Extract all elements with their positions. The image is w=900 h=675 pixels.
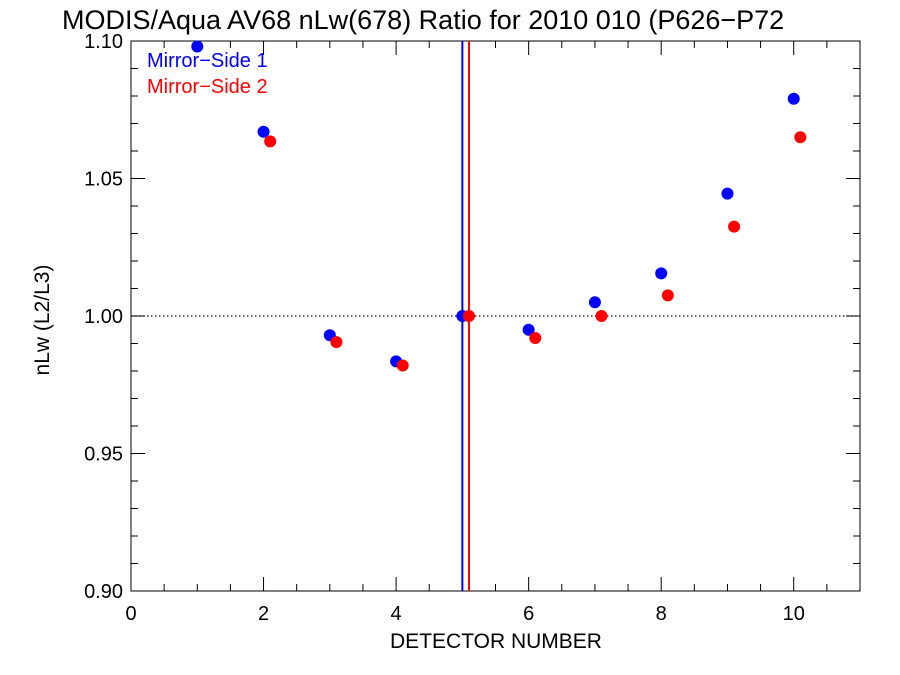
point-mirror-side-2 bbox=[330, 336, 343, 349]
x-tick-label: 10 bbox=[783, 603, 805, 625]
point-mirror-side-1 bbox=[588, 296, 601, 309]
y-axis: 0.90 0.95 1.00 1.05 1.10 bbox=[84, 31, 860, 603]
x-tick-label: 2 bbox=[258, 603, 269, 625]
point-mirror-side-2 bbox=[794, 131, 807, 144]
point-mirror-side-1 bbox=[191, 40, 204, 53]
point-mirror-side-2 bbox=[529, 332, 542, 344]
point-mirror-side-2 bbox=[264, 135, 277, 148]
point-mirror-side-2 bbox=[728, 220, 741, 233]
point-mirror-side-1 bbox=[522, 323, 535, 336]
x-axis: 0 2 4 6 8 10 bbox=[125, 41, 861, 625]
point-mirror-side-2 bbox=[661, 289, 674, 302]
legend-item-2: Mirror−Side 2 bbox=[147, 76, 268, 98]
y-tick-label: 0.90 bbox=[84, 581, 123, 603]
point-mirror-side-1 bbox=[257, 125, 270, 138]
y-tick-label: 1.00 bbox=[84, 306, 123, 328]
x-tick-label: 8 bbox=[656, 603, 667, 625]
y-axis-label: nLw (L2/L3) bbox=[31, 265, 54, 376]
point-mirror-side-2 bbox=[462, 310, 475, 322]
point-mirror-side-2 bbox=[396, 359, 409, 372]
point-mirror-side-2 bbox=[595, 310, 608, 322]
y-tick-label: 0.95 bbox=[84, 444, 123, 466]
data-points bbox=[191, 40, 807, 372]
reference-lines bbox=[131, 41, 860, 591]
x-axis-label: DETECTOR NUMBER bbox=[390, 630, 602, 653]
legend: Mirror−Side 1 Mirror−Side 2 bbox=[147, 50, 268, 98]
y-tick-label: 1.10 bbox=[84, 31, 123, 53]
point-mirror-side-1 bbox=[655, 267, 668, 280]
legend-item-1: Mirror−Side 1 bbox=[147, 50, 268, 72]
x-tick-label: 6 bbox=[523, 603, 534, 625]
x-tick-label: 0 bbox=[125, 603, 136, 625]
point-mirror-side-1 bbox=[787, 92, 800, 105]
point-mirror-side-1 bbox=[721, 187, 734, 200]
chart-title: MODIS/Aqua AV68 nLw(678) Ratio for 2010 … bbox=[62, 5, 784, 35]
y-tick-label: 1.05 bbox=[84, 169, 123, 191]
x-tick-label: 4 bbox=[391, 603, 402, 625]
